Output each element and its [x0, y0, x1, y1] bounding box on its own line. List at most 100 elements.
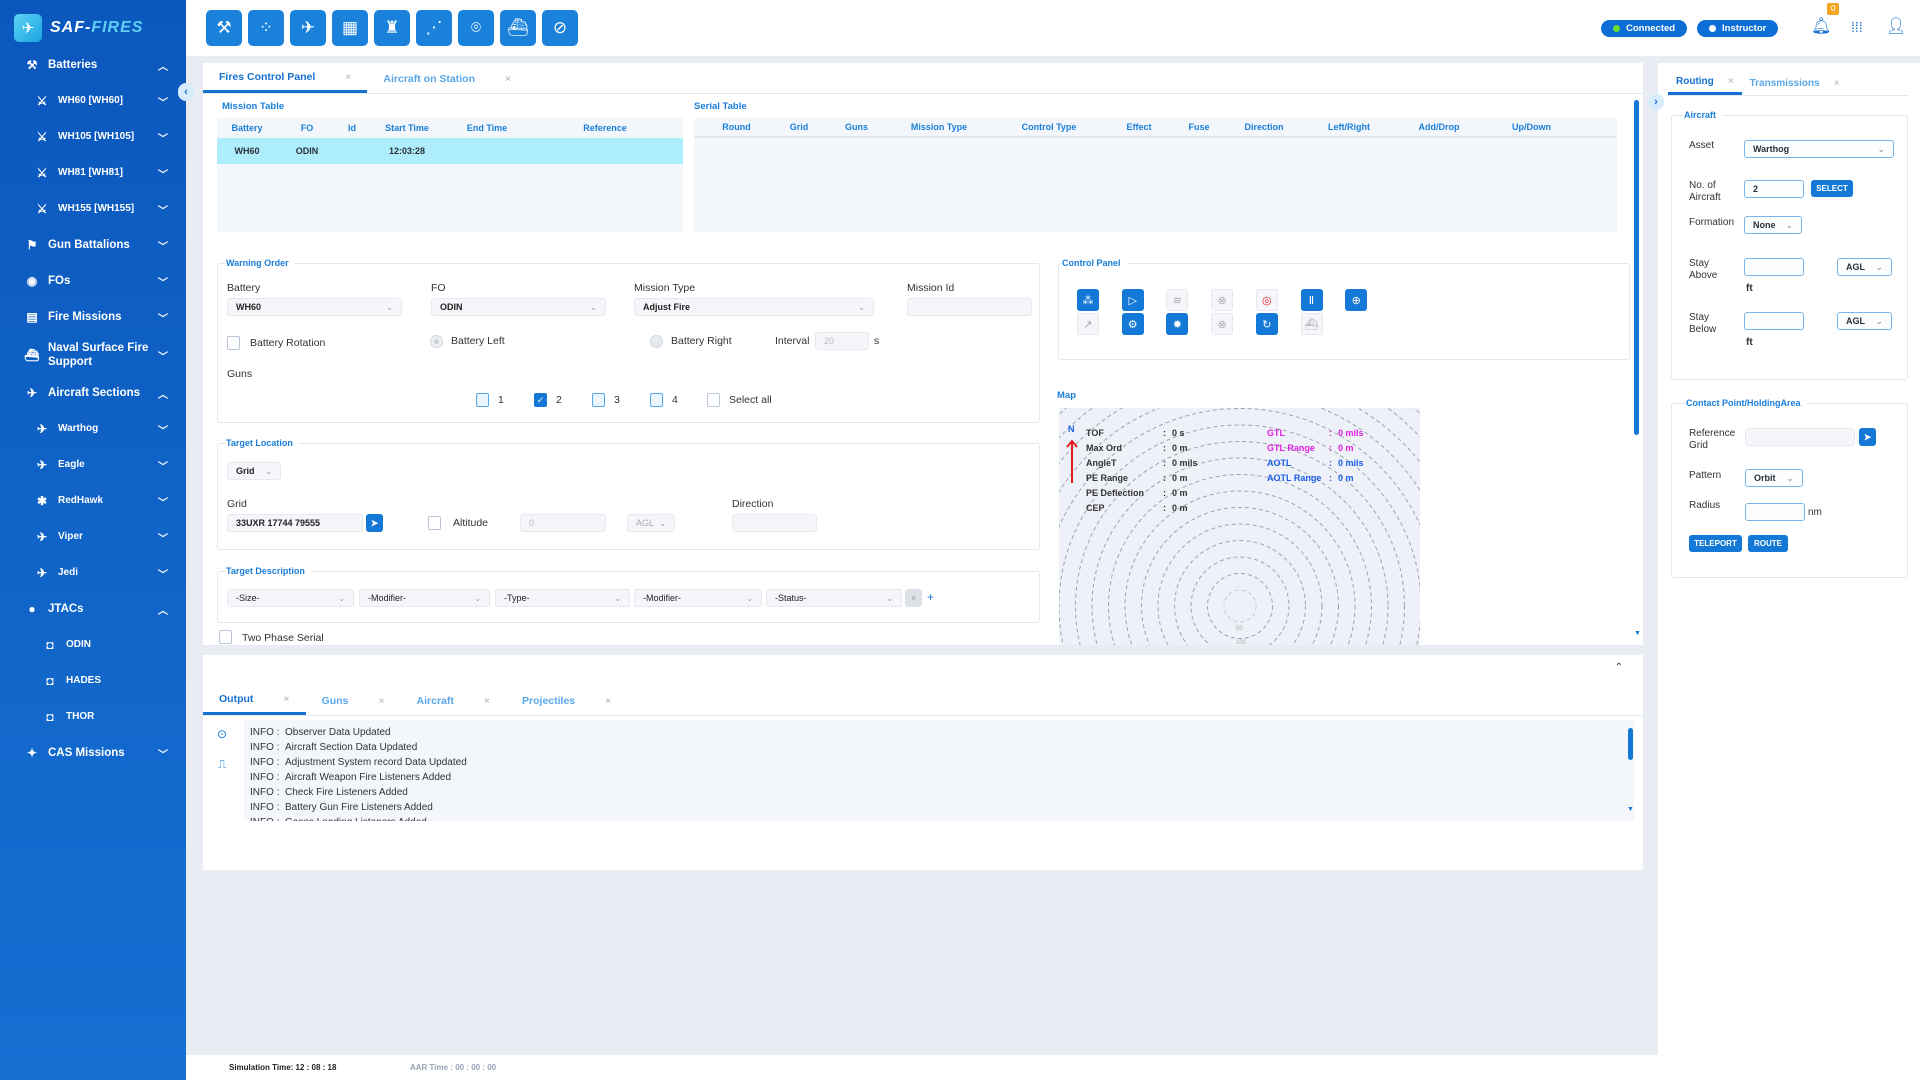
formation-select[interactable]: None ⌄	[1744, 216, 1802, 234]
log-scrollbar[interactable]	[1628, 728, 1633, 760]
chevron-down-icon[interactable]: ﹀	[158, 533, 168, 545]
sidebar-item[interactable]: ✈ Warthog ﹀	[0, 411, 186, 447]
chevron-down-icon[interactable]: ﹀	[158, 133, 168, 145]
sidebar-item[interactable]: ✈ Aircraft Sections ︿	[0, 375, 186, 411]
settings-button[interactable]: ⚙	[1121, 313, 1144, 335]
sidebar-item[interactable]: ● JTACs ︿	[0, 591, 186, 627]
teleport-button[interactable]: TELEPORT	[1689, 535, 1742, 552]
chevron-down-icon[interactable]: ﹀	[158, 497, 168, 509]
altitude-input[interactable]: 0	[520, 514, 606, 532]
sidebar-item[interactable]: ✈ Jedi ﹀	[0, 555, 186, 591]
column-header[interactable]: End Time	[466, 123, 508, 133]
cancel-fire-button[interactable]: ⊗	[1211, 289, 1234, 311]
close-icon[interactable]: ×	[605, 694, 612, 707]
column-header[interactable]: Direction	[1244, 122, 1284, 132]
reference-grid-input[interactable]	[1745, 428, 1855, 446]
column-header[interactable]: Add/Drop	[1418, 122, 1460, 132]
gun-checkbox[interactable]: ✓	[534, 393, 547, 407]
sidebar-item[interactable]: ⚑ Gun Battalions ﹀	[0, 227, 186, 263]
toolbar-button[interactable]: ⁘	[248, 10, 284, 46]
toolbar-button[interactable]: ♜	[374, 10, 410, 46]
play-button[interactable]: ▷	[1121, 289, 1144, 311]
column-header[interactable]: Control Type	[1021, 122, 1077, 132]
crosshair-button[interactable]: ⊕	[1345, 289, 1368, 311]
fo-select[interactable]: ODIN ⌄	[431, 298, 606, 316]
sidebar-item[interactable]: ⚔ WH105 [WH105] ﹀	[0, 119, 186, 155]
chevron-down-icon[interactable]: ﹀	[158, 313, 168, 325]
refresh-button[interactable]: ↻	[1255, 313, 1278, 335]
column-header[interactable]: Effect	[1126, 122, 1152, 132]
stay-above-input[interactable]	[1744, 258, 1804, 276]
close-icon[interactable]: ×	[483, 694, 491, 707]
interval-input[interactable]: 20	[815, 332, 869, 350]
column-header[interactable]: Left/Right	[1328, 122, 1370, 132]
chevron-down-icon[interactable]: ﹀	[158, 425, 168, 437]
log-scroll-down-icon[interactable]: ▼	[1627, 806, 1634, 813]
expand-right-panel-button[interactable]: ›	[1648, 94, 1664, 110]
close-icon[interactable]: ×	[283, 693, 290, 705]
two-phase-serial-checkbox[interactable]	[219, 630, 232, 644]
mission-type-select[interactable]: Adjust Fire ⌄	[634, 298, 874, 316]
sidebar-item[interactable]: ✈ Viper ﹀	[0, 519, 186, 555]
scroll-down-icon[interactable]: ▼	[1634, 630, 1641, 637]
user-icon[interactable]: 👤︎	[1886, 18, 1907, 35]
tab[interactable]: Guns ×	[306, 685, 401, 715]
collapse-panel-icon[interactable]: ⌃	[1614, 662, 1623, 673]
main-scrollbar[interactable]	[1634, 100, 1639, 435]
clear-description-button[interactable]: ×	[905, 589, 922, 607]
column-header[interactable]: Id	[348, 123, 356, 133]
toolbar-button[interactable]: ⋰	[416, 10, 452, 46]
direction-input[interactable]	[732, 514, 817, 532]
battery-left-radio[interactable]	[430, 335, 443, 348]
tab[interactable]: Fires Control Panel ×	[203, 63, 368, 93]
sidebar-item[interactable]: ⚔ WH60 [WH60] ﹀	[0, 83, 186, 119]
apps-grid-icon[interactable]: ⁞⁞⁞	[1851, 19, 1863, 35]
type-select[interactable]: -Type- ⌄	[495, 589, 630, 607]
collapse-sidebar-button[interactable]: ‹	[178, 83, 194, 101]
sidebar-item[interactable]: ✦ CAS Missions ﹀	[0, 735, 186, 771]
stay-below-ref-select[interactable]: AGL ⌄	[1837, 312, 1892, 330]
column-header[interactable]: FO	[300, 123, 314, 133]
column-header[interactable]: Mission Type	[910, 122, 968, 132]
mission-id-input[interactable]	[907, 298, 1032, 316]
chevron-down-icon[interactable]: ﹀	[158, 277, 168, 289]
toolbar-button[interactable]: ✈	[290, 10, 326, 46]
close-icon[interactable]: ×	[505, 72, 512, 85]
altitude-checkbox[interactable]	[428, 516, 441, 530]
toolbar-button[interactable]: ▦	[332, 10, 368, 46]
chevron-down-icon[interactable]: ﹀	[158, 461, 168, 473]
tab[interactable]: Routing ×	[1668, 68, 1742, 95]
map-canvas[interactable]: 50 100 N TOF:0 s Max Ord:0 m AngleT:0 mils P…	[1059, 408, 1420, 645]
radius-input[interactable]	[1745, 503, 1805, 521]
toolbar-button[interactable]: ⛴	[500, 10, 536, 46]
tab[interactable]: Aircraft on Station ×	[367, 63, 527, 93]
column-header[interactable]: Fuse	[1188, 122, 1210, 132]
modifier-select-2[interactable]: -Modifier- ⌄	[634, 589, 762, 607]
pattern-select[interactable]: Orbit ⌄	[1745, 469, 1803, 487]
column-header[interactable]: Guns	[844, 122, 868, 132]
chevron-down-icon[interactable]: ﹀	[158, 97, 168, 109]
sidebar-item[interactable]: ⚒ Batteries ︿	[0, 47, 186, 83]
ship-button[interactable]: ⛴	[1300, 313, 1323, 335]
chevron-down-icon[interactable]: ﹀	[158, 169, 168, 181]
toolbar-button[interactable]: ⚒	[206, 10, 242, 46]
sidebar-item[interactable]: ◘ THOR	[0, 699, 186, 735]
route-button[interactable]: ROUTE	[1748, 535, 1788, 552]
sync-icon[interactable]: ⊙	[217, 727, 228, 741]
aircraft-count-input[interactable]: 2	[1744, 180, 1804, 198]
fire-button[interactable]: ⁂	[1077, 289, 1099, 311]
toolbar-button[interactable]: ⌾	[458, 10, 494, 46]
close-icon[interactable]: ×	[345, 71, 352, 83]
shuffle-button[interactable]: ⊗	[1211, 313, 1234, 335]
bell-icon[interactable]: 🔔︎	[1811, 18, 1832, 35]
column-header[interactable]: Start Time	[385, 123, 429, 133]
add-description-button[interactable]: +	[927, 590, 935, 604]
arrow-button[interactable]: ↗	[1077, 313, 1099, 335]
stay-below-input[interactable]	[1744, 312, 1804, 330]
status-select[interactable]: -Status- ⌄	[766, 589, 902, 607]
sidebar-item[interactable]: ◘ ODIN	[0, 627, 186, 663]
battery-right-radio[interactable]	[650, 335, 663, 348]
location-mode-select[interactable]: Grid ⌄	[227, 462, 281, 480]
battery-rotation-checkbox[interactable]	[227, 336, 240, 350]
size-select[interactable]: -Size- ⌄	[227, 589, 354, 607]
